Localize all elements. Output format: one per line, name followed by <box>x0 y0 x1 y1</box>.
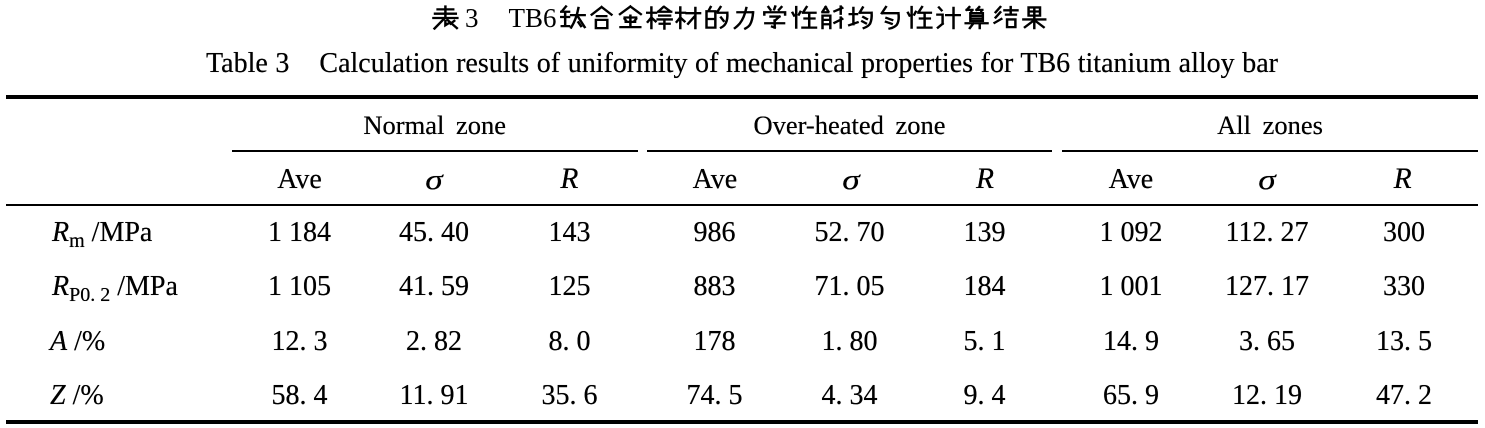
svg-text:3: 3 <box>465 3 479 33</box>
svg-text:TB6: TB6 <box>509 3 557 33</box>
